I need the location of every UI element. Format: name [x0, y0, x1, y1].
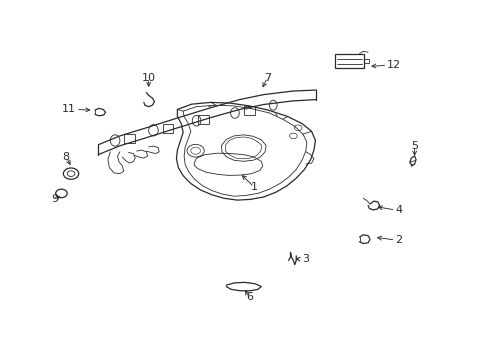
Text: 6: 6: [245, 292, 252, 302]
Text: 12: 12: [386, 60, 401, 70]
Text: 11: 11: [61, 104, 76, 114]
Text: 4: 4: [395, 205, 402, 215]
Text: 9: 9: [52, 194, 59, 204]
Text: 2: 2: [395, 235, 402, 245]
Text: 8: 8: [62, 152, 70, 162]
Text: 10: 10: [142, 73, 155, 83]
Text: 3: 3: [302, 255, 308, 264]
Text: 7: 7: [264, 73, 270, 83]
Text: 5: 5: [410, 141, 417, 152]
Text: 1: 1: [250, 182, 257, 192]
